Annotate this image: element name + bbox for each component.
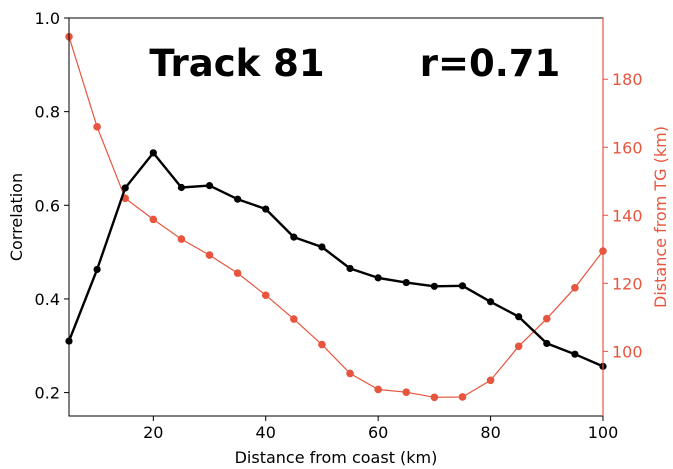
x-tick-label: 40 — [256, 423, 276, 442]
y-left-tick-label: 0.6 — [35, 196, 60, 215]
chart-title-track: Track 81 — [149, 42, 324, 85]
y-left-tick-label: 0.4 — [35, 290, 60, 309]
data-point-distance — [514, 342, 523, 351]
data-point-correlation — [149, 149, 157, 157]
y-right-tick-label: 100 — [612, 342, 643, 361]
data-point-distance — [233, 269, 242, 277]
data-point-distance — [571, 283, 579, 292]
y-axis-right-label: Distance from TG (km) — [651, 126, 670, 308]
data-point-distance — [261, 291, 270, 300]
y-left-tick-label: 1.0 — [35, 9, 60, 28]
data-point-distance — [346, 369, 354, 378]
data-point-correlation — [430, 282, 438, 290]
data-point-correlation — [205, 182, 214, 190]
y-axis-left-label: Correlation — [7, 173, 26, 261]
chart-title-correlation: r=0.71 — [420, 42, 561, 85]
data-point-correlation — [543, 339, 551, 348]
y-left-tick-label: 0.2 — [35, 384, 60, 403]
data-point-correlation — [486, 298, 495, 306]
data-point-distance — [458, 393, 467, 401]
data-point-correlation — [262, 205, 270, 213]
x-tick-label: 100 — [588, 423, 619, 442]
data-point-distance — [290, 315, 298, 323]
data-point-correlation — [177, 183, 186, 192]
data-point-correlation — [290, 233, 298, 241]
data-point-correlation — [571, 350, 579, 358]
y-right-tick-label: 180 — [612, 70, 643, 89]
data-point-correlation — [346, 264, 354, 273]
data-point-correlation — [374, 274, 382, 282]
series-line-correlation — [67, 151, 604, 368]
series-line-distance-from-tg — [68, 36, 604, 398]
data-point-distance — [542, 314, 551, 323]
data-point-distance — [486, 376, 495, 385]
data-point-correlation — [93, 265, 101, 274]
data-point-correlation — [515, 313, 523, 321]
data-point-distance — [93, 123, 101, 131]
data-point-distance — [149, 215, 158, 224]
data-point-correlation — [458, 282, 467, 290]
data-point-distance — [430, 393, 439, 402]
data-point-distance — [205, 251, 214, 259]
x-tick-label: 80 — [480, 423, 500, 442]
data-point-correlation — [402, 278, 410, 287]
data-point-distance — [402, 388, 411, 396]
plot-area — [65, 32, 607, 402]
data-point-correlation — [234, 195, 242, 203]
x-tick-label: 20 — [143, 423, 163, 442]
data-point-distance — [318, 340, 326, 349]
y-right-tick-label: 140 — [612, 206, 643, 225]
x-tick-label: 60 — [368, 423, 388, 442]
data-point-correlation — [121, 184, 129, 192]
y-right-tick-label: 120 — [612, 274, 643, 293]
x-axis-label: Distance from coast (km) — [235, 448, 438, 467]
data-point-distance — [374, 385, 382, 394]
data-point-correlation — [318, 243, 326, 251]
y-right-tick-label: 160 — [612, 138, 643, 157]
data-point-distance — [177, 235, 186, 243]
y-left-tick-label: 0.8 — [35, 103, 60, 122]
axes: 20 40 60 80 100 0.2 0.4 0.6 0.8 1.0 100 120 140 160 18… — [35, 9, 643, 442]
